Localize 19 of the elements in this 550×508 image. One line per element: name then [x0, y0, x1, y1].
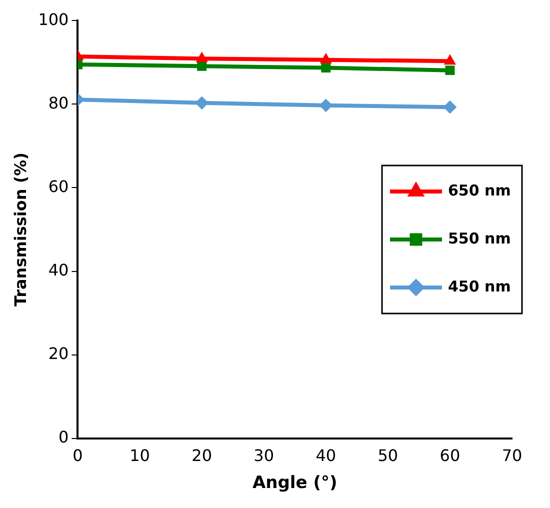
legend-label: 550 nm	[448, 229, 511, 248]
y-tick-label: 20	[48, 344, 69, 363]
legend-label: 450 nm	[448, 277, 511, 296]
x-tick-label: 0	[72, 446, 83, 466]
x-tick-label: 30	[254, 446, 274, 466]
y-tick-label: 100	[38, 10, 69, 29]
y-tick-label: 0	[58, 428, 69, 447]
x-tick-label: 70	[502, 446, 522, 466]
x-tick-label: 20	[192, 446, 212, 466]
legend-label: 650 nm	[448, 181, 511, 200]
y-tick-label: 40	[48, 260, 69, 280]
y-tick-label: 60	[48, 176, 69, 196]
y-tick-label: 80	[48, 93, 69, 112]
x-tick-label: 40	[316, 446, 336, 466]
x-tick-label: 10	[130, 446, 150, 466]
x-tick-label: 50	[378, 446, 398, 466]
y-axis-title: Transmission (%)	[10, 152, 30, 307]
x-axis-title: Angle (°)	[252, 473, 338, 494]
x-tick-label: 60	[440, 446, 460, 466]
